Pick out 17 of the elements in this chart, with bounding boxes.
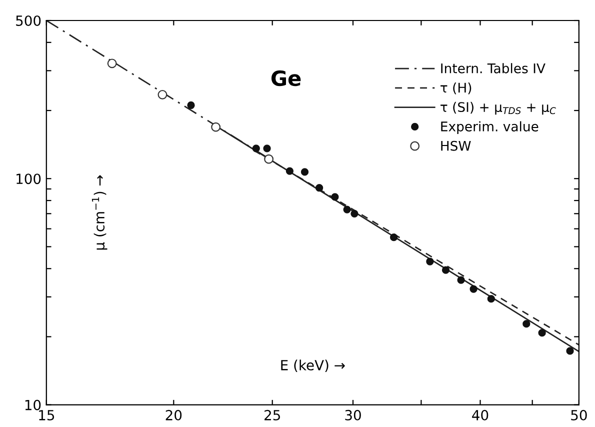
x-tick-label: 30 bbox=[345, 410, 361, 420]
x-tick-label: 20 bbox=[166, 410, 182, 420]
x-tick-label: 25 bbox=[264, 410, 280, 420]
legend-label: Experim. value bbox=[441, 121, 538, 134]
legend-label: Intern. Tables IV bbox=[441, 63, 546, 74]
x-tick-label: 40 bbox=[472, 410, 488, 420]
text: Ge bbox=[271, 70, 301, 86]
x-tick-label: 50 bbox=[571, 410, 587, 420]
legend-label: τ (SI) + μ$_{TDS}$ + μ$_{C}$ bbox=[440, 102, 556, 115]
legend-label: HSW bbox=[441, 140, 471, 151]
x-tick-label: 15 bbox=[39, 410, 54, 420]
y-tick-label: 10 bbox=[25, 400, 41, 410]
y-tick-label: 100 bbox=[16, 174, 41, 184]
legend-label: τ (H) bbox=[440, 82, 472, 94]
y-tick-label: 500 bbox=[16, 15, 41, 26]
y-axis-title: μ (cm$^{−1}$) → bbox=[92, 175, 108, 250]
x-axis-title: E (keV) → bbox=[281, 360, 345, 372]
